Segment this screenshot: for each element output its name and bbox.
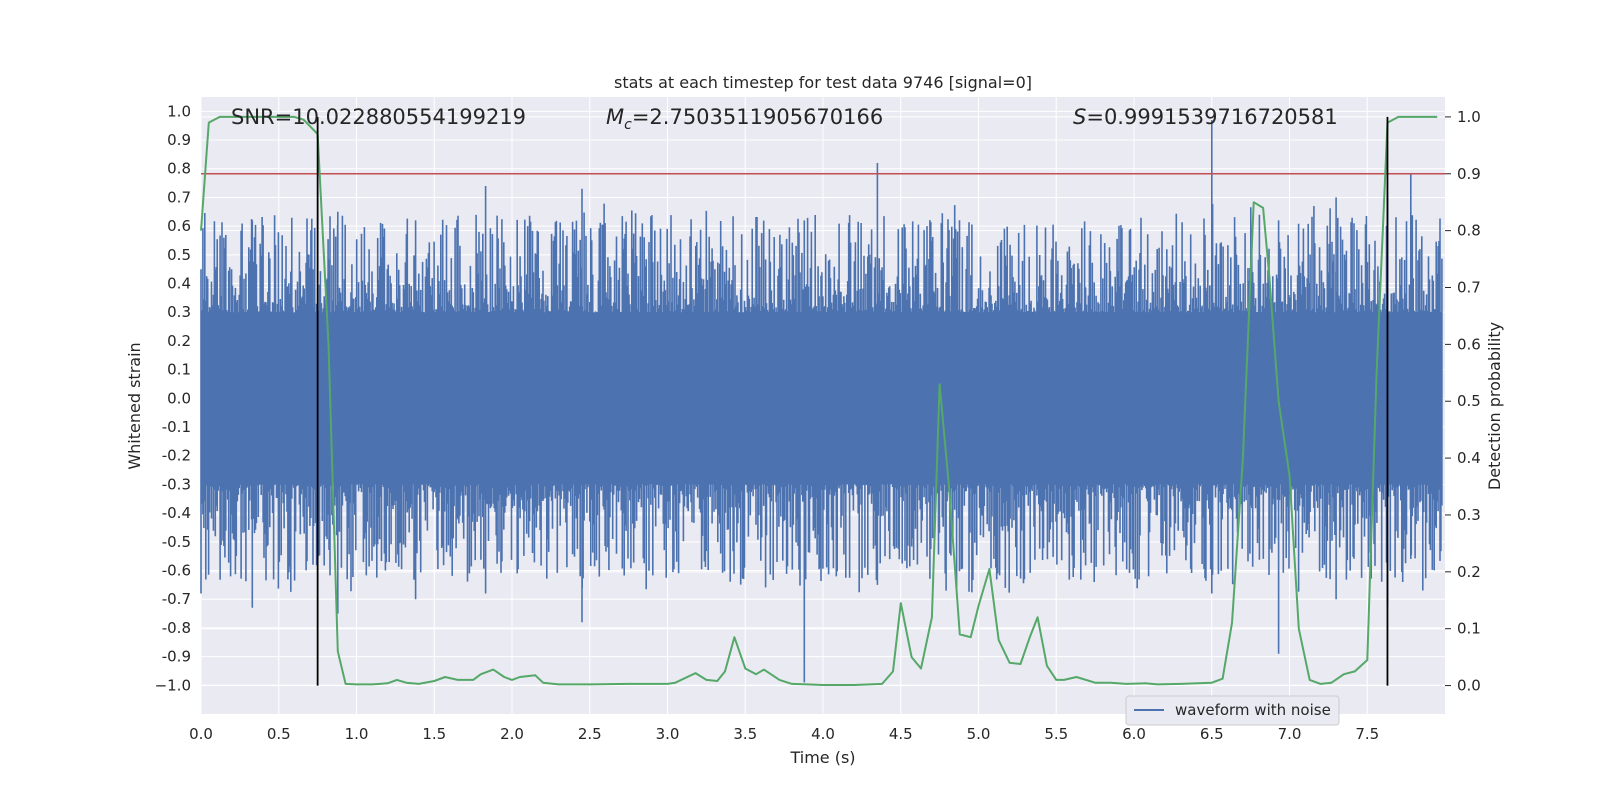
y-tick-label: 0.8 bbox=[167, 160, 191, 178]
right-y-tick-label: 1.0 bbox=[1457, 108, 1481, 126]
right-y-tick-label: 0.5 bbox=[1457, 392, 1481, 410]
y-tick-label: -0.8 bbox=[162, 619, 191, 637]
right-y-tick-label: 0.4 bbox=[1457, 449, 1481, 467]
y-tick-label: -0.5 bbox=[162, 533, 191, 551]
y-tick-label: 0.2 bbox=[167, 332, 191, 350]
x-axis-title: Time (s) bbox=[789, 748, 855, 767]
right-y-tick-label: 0.3 bbox=[1457, 506, 1481, 524]
x-tick-label: 0.5 bbox=[267, 725, 291, 743]
snr-annotation: SNR=10.022880554199219 bbox=[231, 105, 526, 129]
y-tick-label: 1.0 bbox=[167, 102, 191, 120]
chart-title: stats at each timestep for test data 974… bbox=[614, 73, 1032, 92]
x-tick-label: 0.0 bbox=[189, 725, 213, 743]
waveform-core bbox=[201, 320, 1442, 476]
y-tick-label: -0.3 bbox=[162, 475, 191, 493]
x-tick-label: 2.5 bbox=[578, 725, 602, 743]
y-tick-label: 0.4 bbox=[167, 275, 191, 293]
x-tick-label: 7.0 bbox=[1278, 725, 1302, 743]
y-tick-label: −1.0 bbox=[155, 676, 191, 694]
right-y-tick-label: 0.9 bbox=[1457, 165, 1481, 183]
y-tick-label: 0.6 bbox=[167, 217, 191, 235]
y-tick-label: 0.7 bbox=[167, 188, 191, 206]
probability-series bbox=[200, 115, 1438, 686]
x-tick-label: 6.0 bbox=[1122, 725, 1146, 743]
x-tick-label: 3.0 bbox=[656, 725, 680, 743]
x-tick-label: 4.5 bbox=[889, 725, 913, 743]
right-y-tick-label: 0.2 bbox=[1457, 563, 1481, 581]
y-tick-label: 0.3 bbox=[167, 303, 191, 321]
y-tick-label: -0.2 bbox=[162, 447, 191, 465]
waveform-series bbox=[200, 120, 1443, 683]
legend: waveform with noise bbox=[1125, 695, 1340, 726]
s-annotation: S=0.9991539716720581 bbox=[1073, 105, 1338, 129]
right-y-tick-label: 0.6 bbox=[1457, 335, 1481, 353]
x-tick-label: 7.5 bbox=[1355, 725, 1379, 743]
vertical-markers bbox=[316, 116, 1389, 686]
y-tick-label: -0.6 bbox=[162, 562, 191, 580]
probability-curve bbox=[200, 115, 1438, 686]
y-tick-label: 0.9 bbox=[167, 131, 191, 149]
y-tick-label: 0.1 bbox=[167, 361, 191, 379]
y-tick-label: 0.0 bbox=[167, 389, 191, 407]
right-y-tick-label: 0.7 bbox=[1457, 279, 1481, 297]
x-tick-label: 2.0 bbox=[500, 725, 524, 743]
right-y-tick-label: 0.0 bbox=[1457, 677, 1481, 695]
y-axis-right-title: Detection probability bbox=[1485, 322, 1504, 490]
x-tick-label: 1.5 bbox=[422, 725, 446, 743]
y-tick-label: -0.4 bbox=[162, 504, 191, 522]
x-tick-label: 5.0 bbox=[967, 725, 991, 743]
y-tick-label: -0.7 bbox=[162, 590, 191, 608]
right-y-tick-label: 0.8 bbox=[1457, 222, 1481, 240]
legend-label: waveform with noise bbox=[1175, 701, 1331, 719]
y-tick-label: -0.1 bbox=[162, 418, 191, 436]
right-y-tick-label: 0.1 bbox=[1457, 620, 1481, 638]
y-tick-label: 0.5 bbox=[167, 246, 191, 264]
x-tick-label: 3.5 bbox=[733, 725, 757, 743]
legend-box bbox=[1125, 695, 1340, 726]
axes: 0.0 0.5 1.0 1.5 2.0 2.5 3.0 3.5 4.0 4.5 5.0 5.5 6.0 6… bbox=[155, 102, 1481, 743]
x-tick-label: 5.5 bbox=[1044, 725, 1068, 743]
x-tick-label: 1.0 bbox=[345, 725, 369, 743]
mc-annotation: Mc=2.7503511905670166 bbox=[606, 105, 883, 133]
y-tick-label: -0.9 bbox=[162, 648, 191, 666]
x-tick-label: 6.5 bbox=[1200, 725, 1224, 743]
x-tick-label: 4.0 bbox=[811, 725, 835, 743]
y-axis-title: Whitened strain bbox=[125, 342, 144, 469]
